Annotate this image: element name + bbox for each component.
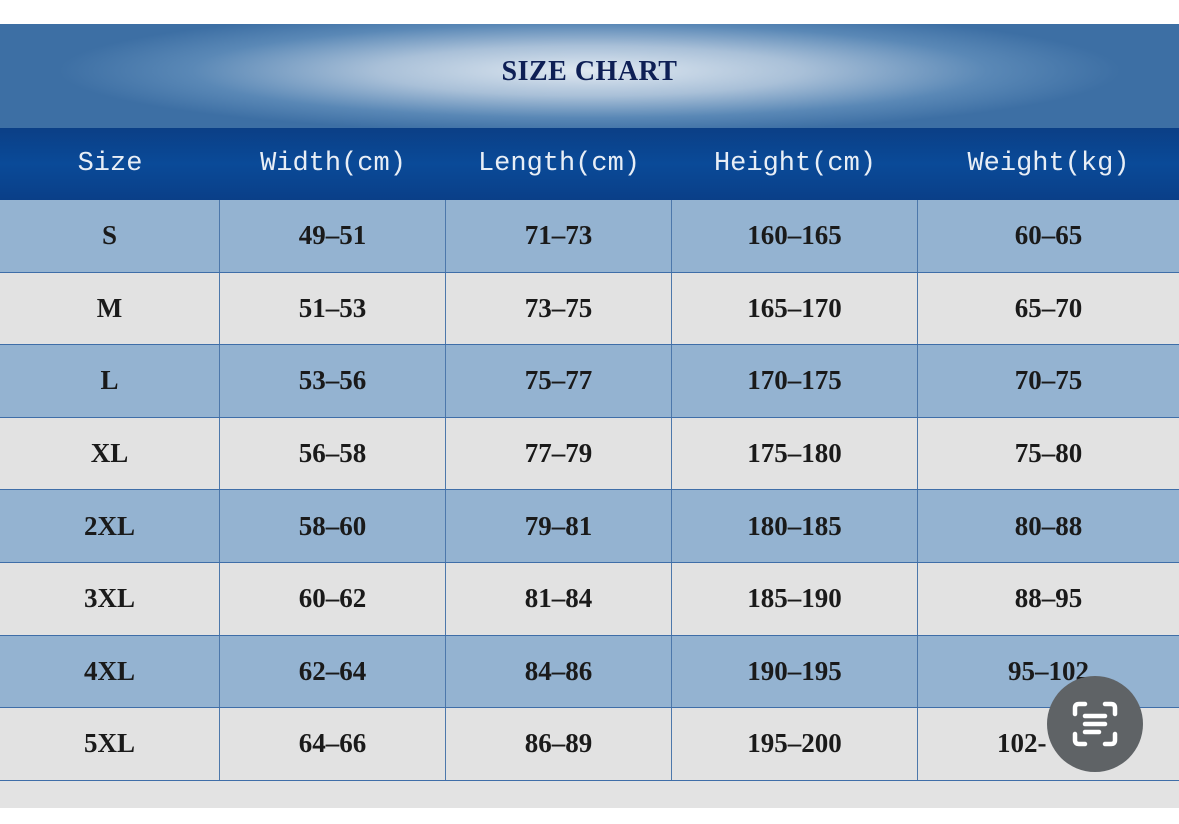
table-cell: L	[0, 345, 220, 417]
table-cell: 180–185	[672, 490, 918, 562]
table-cell: 86–89	[446, 708, 672, 780]
table-row: 4XL 62–64 84–86 190–195 95–102	[0, 635, 1179, 709]
table-cell: 71–73	[446, 200, 672, 272]
table-cell: 75–77	[446, 345, 672, 417]
table-cell: 95–102	[1008, 655, 1089, 686]
table-cell: 79–81	[446, 490, 672, 562]
table-cell: 60–65	[1014, 220, 1083, 251]
table-cell: 88–95	[1014, 583, 1083, 614]
table-cell: 65–70	[1014, 292, 1083, 323]
table-cell: 51–53	[220, 272, 446, 345]
table-body: S 49–51 71–73 160–165 60–65 M 51–53 73–75 165–17…	[0, 200, 1179, 781]
text-scan-button[interactable]	[1047, 676, 1143, 772]
table-row: 3XL 60–62 81–84 185–190 88–95	[0, 562, 1179, 636]
table-cell: S	[0, 200, 220, 272]
table-cell: 160–165	[672, 200, 918, 272]
size-chart: SIZE CHART Size Width(cm) Length(cm) Height…	[0, 24, 1179, 808]
table-cell: 2XL	[0, 490, 220, 562]
table-cell: XL	[0, 417, 220, 490]
table-cell: 56–58	[220, 417, 446, 490]
table-cell: 53–56	[220, 345, 446, 417]
table-cell: 5XL	[0, 708, 220, 780]
table-cell: 49–51	[220, 200, 446, 272]
table-cell: M	[0, 272, 220, 345]
column-header: Weight(kg)	[967, 149, 1130, 179]
table-cell: 60–62	[220, 562, 446, 635]
table-cell: 185–190	[672, 562, 918, 635]
table-cell: 195–200	[672, 708, 918, 780]
table-cell: 75–80	[1014, 438, 1083, 469]
table-row: XL 56–58 77–79 175–180 75–80	[0, 417, 1179, 491]
table-row: 2XL 58–60 79–81 180–185 80–88	[0, 490, 1179, 563]
table-header: Size Width(cm) Length(cm) Height(cm) Weight(…	[0, 128, 1179, 200]
table-cell: 77–79	[446, 417, 672, 490]
table-cell: 64–66	[220, 708, 446, 780]
table-cell: 81–84	[446, 562, 672, 635]
table-cell: 3XL	[0, 562, 220, 635]
table-cell: 175–180	[672, 417, 918, 490]
table-row: L 53–56 75–77 170–175 70–75	[0, 345, 1179, 418]
chart-title: SIZE CHART	[501, 56, 678, 87]
table-cell: 58–60	[220, 490, 446, 562]
table-cell: 165–170	[672, 272, 918, 345]
table-cell: 190–195	[672, 635, 918, 708]
table-cell: 73–75	[446, 272, 672, 345]
text-scan-icon	[1072, 701, 1118, 747]
column-header: Height(cm)	[713, 149, 877, 179]
table-row: S 49–51 71–73 160–165 60–65	[0, 200, 1179, 273]
table-cell: 62–64	[220, 635, 446, 708]
table-cell: 70–75	[1014, 365, 1083, 396]
column-header: Size	[77, 149, 143, 179]
table-cell: 102-	[997, 728, 1047, 759]
table-cell: 80–88	[1014, 510, 1083, 541]
column-header: Width(cm)	[260, 149, 406, 179]
table-row: 5XL 64–66 86–89 195–200 102-	[0, 708, 1179, 781]
table-row: M 51–53 73–75 165–170 65–70	[0, 272, 1179, 346]
table-cell: 4XL	[0, 635, 220, 708]
table-cell: 84–86	[446, 635, 672, 708]
table-cell: 170–175	[672, 345, 918, 417]
title-banner: SIZE CHART	[0, 24, 1179, 128]
column-header: Length(cm)	[477, 149, 641, 179]
